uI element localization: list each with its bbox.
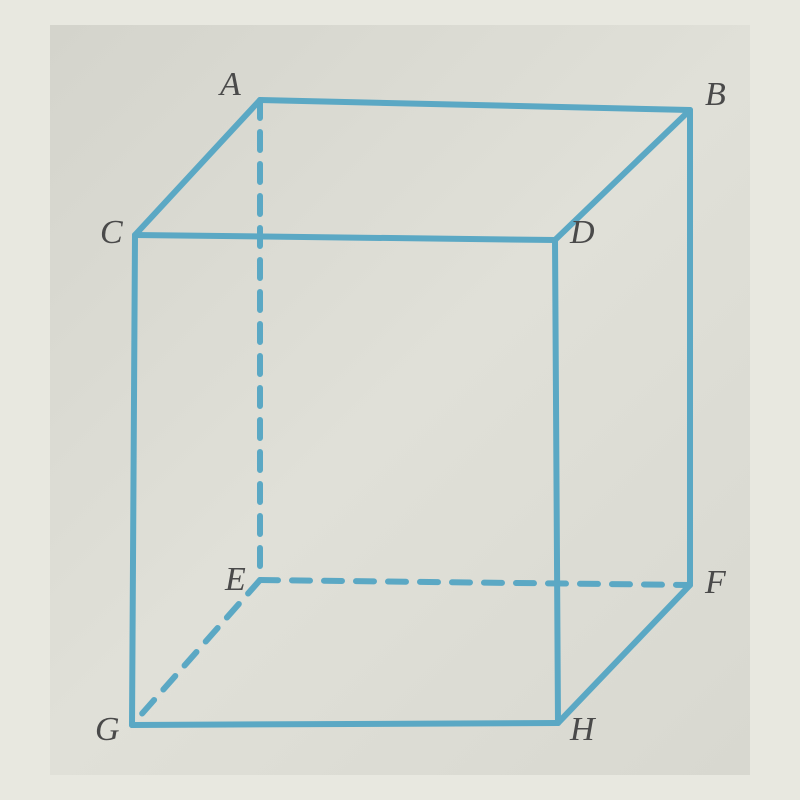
- vertex-label-C: C: [100, 214, 123, 251]
- edge-DH: [555, 240, 558, 723]
- edge-CA: [135, 100, 260, 235]
- vertex-label-H: H: [569, 711, 597, 748]
- vertex-label-B: B: [705, 76, 726, 113]
- edge-EF: [260, 580, 690, 585]
- vertex-label-D: D: [569, 214, 595, 251]
- edge-DC: [135, 235, 555, 240]
- cube-edges: [132, 100, 690, 725]
- edge-GH: [132, 723, 558, 725]
- edge-HF: [558, 585, 690, 723]
- vertex-label-E: E: [224, 561, 246, 598]
- edge-AB: [260, 100, 690, 110]
- vertex-label-G: G: [95, 711, 120, 748]
- edge-EG: [132, 580, 260, 725]
- vertex-label-F: F: [704, 564, 727, 601]
- cube-diagram: A B C D E F G H: [50, 25, 750, 775]
- cube-svg: A B C D E F G H: [50, 25, 750, 775]
- edge-CG: [132, 235, 135, 725]
- vertex-label-A: A: [218, 66, 241, 103]
